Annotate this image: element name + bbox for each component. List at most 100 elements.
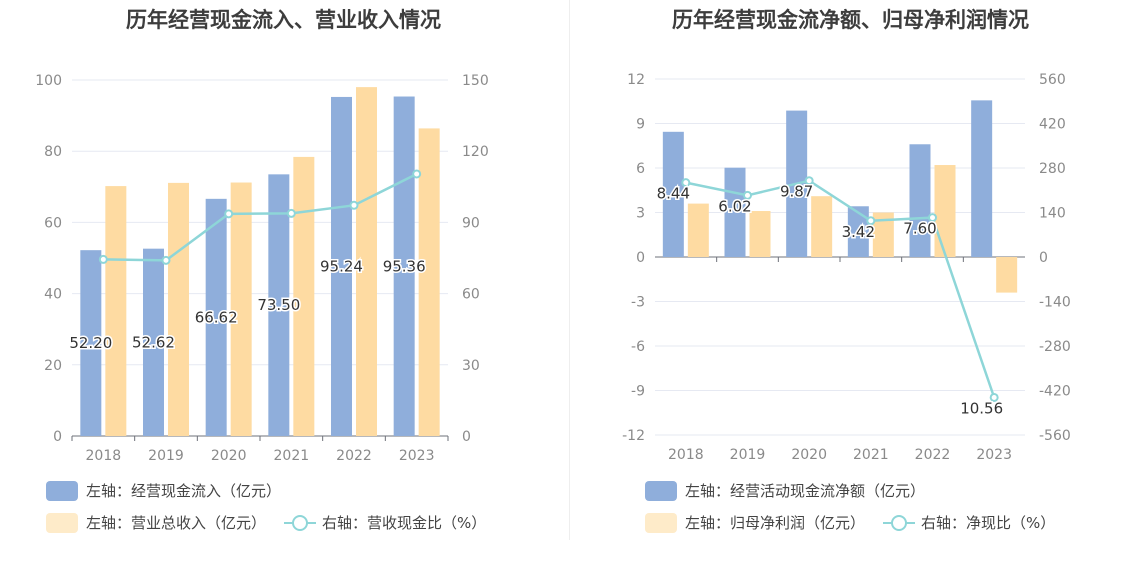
legend-label: 左轴：经营活动现金流净额（亿元） bbox=[685, 482, 926, 500]
x-axis-category-label: 2020 bbox=[211, 448, 247, 464]
legend-row-1: 左轴：经营现金流入（亿元） bbox=[46, 480, 281, 501]
left-axis-tick-label: 6 bbox=[636, 161, 645, 177]
right-axis-tick-label: 120 bbox=[462, 144, 489, 160]
legend-label: 左轴：营业总收入（亿元） bbox=[86, 514, 267, 532]
x-axis-category-label: 2022 bbox=[915, 447, 951, 463]
data-label-2022: 95.24 bbox=[320, 257, 363, 275]
x-axis-category-label: 2023 bbox=[399, 448, 435, 464]
legend-label: 左轴：归母净利润（亿元） bbox=[685, 514, 866, 532]
right-axis-tick-label: -560 bbox=[1039, 428, 1071, 444]
legend-item-net-cash-ratio[interactable]: 右轴：净现比（%） bbox=[883, 512, 1055, 533]
x-axis-category-label: 2022 bbox=[336, 448, 372, 464]
legend-line-icon bbox=[284, 513, 317, 533]
legend-row-1: 左轴：经营活动现金流净额（亿元） bbox=[645, 480, 925, 501]
bar-series2-2021 bbox=[293, 156, 315, 436]
x-axis-category-label: 2021 bbox=[274, 448, 310, 464]
right-axis-tick-label: 90 bbox=[462, 215, 480, 231]
legend-label: 左轴：经营现金流入（亿元） bbox=[86, 482, 282, 500]
right-axis-tick-label: -280 bbox=[1039, 339, 1071, 355]
bar-series2-2023 bbox=[418, 128, 440, 436]
bar-series2-2020 bbox=[811, 196, 833, 257]
line-point-2022 bbox=[349, 200, 359, 210]
left-axis-tick-label: 60 bbox=[44, 215, 62, 231]
right-axis-tick-label: 280 bbox=[1039, 161, 1066, 177]
left-axis-tick-label: 12 bbox=[627, 72, 645, 88]
right-axis-tick-label: 30 bbox=[462, 358, 480, 374]
line-point-2021 bbox=[866, 216, 876, 226]
left-axis-tick-label: 3 bbox=[636, 206, 645, 222]
legend-swatch-blue bbox=[645, 480, 677, 501]
chart-title: 历年经营现金流净额、归母净利润情况 bbox=[672, 8, 1029, 32]
data-label-2019: 6.02 bbox=[718, 197, 751, 215]
right-chart-panel: 历年经营现金流净额、归母净利润情况 -12 -560 -9 -420 -6 -280 -3-… bbox=[567, 0, 1134, 582]
bar-series1-2021 bbox=[847, 206, 869, 257]
bar-series1-2019 bbox=[143, 248, 164, 436]
bar-series1-2022 bbox=[909, 144, 931, 257]
bar-series1-2023 bbox=[971, 100, 993, 257]
right-axis-tick-label: -420 bbox=[1039, 384, 1071, 400]
x-axis-category-label: 2019 bbox=[148, 448, 184, 464]
data-label-2023: 10.56 bbox=[960, 399, 1003, 417]
x-axis-category-label: 2018 bbox=[86, 448, 122, 464]
data-label-2022: 7.60 bbox=[903, 220, 936, 238]
legend-item-net-profit[interactable]: 左轴：归母净利润（亿元） bbox=[645, 512, 865, 533]
legend-swatch-orange bbox=[46, 512, 78, 533]
x-axis-category-label: 2020 bbox=[791, 447, 827, 463]
line-series bbox=[103, 172, 418, 262]
bar-series1-2022 bbox=[331, 96, 352, 436]
data-label-2020: 9.87 bbox=[780, 183, 813, 201]
legend-item-net-cash-flow[interactable]: 左轴：经营活动现金流净额（亿元） bbox=[645, 480, 925, 501]
line-point-2019 bbox=[161, 255, 171, 265]
right-axis-tick-label: 0 bbox=[1039, 250, 1048, 266]
bar-series2-2021 bbox=[872, 212, 894, 257]
data-label-2018: 52.20 bbox=[69, 334, 112, 352]
bar-series1-2019 bbox=[724, 167, 746, 257]
chart-title: 历年经营现金流入、营业收入情况 bbox=[126, 8, 441, 32]
left-axis-tick-label: 0 bbox=[636, 250, 645, 266]
x-axis-category-label: 2018 bbox=[668, 447, 704, 463]
left-axis-tick-label: 0 bbox=[53, 429, 62, 445]
bar-series1-2020 bbox=[205, 198, 227, 436]
bar-series1-2023 bbox=[393, 96, 415, 436]
legend-item-cash-inflow[interactable]: 左轴：经营现金流入（亿元） bbox=[46, 480, 281, 501]
legend-swatch-orange bbox=[645, 512, 677, 533]
legend-row-2: 左轴：归母净利润（亿元） 右轴：净现比（%） bbox=[645, 512, 1055, 533]
left-axis-tick-label: -12 bbox=[622, 428, 645, 444]
right-axis-tick-label: -140 bbox=[1039, 295, 1071, 311]
x-axis-category-label: 2023 bbox=[976, 447, 1012, 463]
line-point-2018 bbox=[98, 254, 108, 264]
line-point-2020 bbox=[224, 209, 234, 219]
legend-item-revenue[interactable]: 左轴：营业总收入（亿元） bbox=[46, 512, 266, 533]
x-axis-category-label: 2021 bbox=[853, 447, 889, 463]
right-axis-tick-label: 560 bbox=[1039, 72, 1066, 88]
left-axis-tick-label: 9 bbox=[636, 117, 645, 133]
x-axis-category-label: 2019 bbox=[730, 447, 766, 463]
left-chart-panel: 历年经营现金流入、营业收入情况 0 0 20 30 40 60 60 90 80 120 100 15… bbox=[35, 8, 489, 533]
right-chart-svg: -12 -560 -9 -420 -6 -280 -3 -140 0 0 3 140 6 280 9 420 1… bbox=[622, 72, 1071, 463]
line-point-2018 bbox=[681, 178, 691, 188]
bar-series2-2018 bbox=[105, 186, 127, 436]
bar-series2-2019 bbox=[749, 211, 771, 257]
right-axis-tick-label: 60 bbox=[462, 287, 480, 303]
left-axis-tick-label: 100 bbox=[35, 73, 62, 89]
right-axis-tick-label: 150 bbox=[462, 73, 489, 89]
left-axis-tick-label: -6 bbox=[631, 339, 645, 355]
data-label-2023: 95.36 bbox=[383, 257, 426, 275]
right-axis-tick-label: 140 bbox=[1039, 206, 1066, 222]
data-label-2021: 3.42 bbox=[842, 223, 875, 241]
legend-label: 右轴：营收现金比（%） bbox=[322, 514, 487, 532]
data-label-2019: 52.62 bbox=[132, 333, 175, 351]
legend-label: 右轴：净现比（%） bbox=[921, 514, 1056, 532]
line-point-2023 bbox=[412, 169, 422, 179]
data-label-2020: 66.62 bbox=[195, 308, 238, 326]
line-point-2021 bbox=[286, 208, 296, 218]
panel-divider bbox=[569, 0, 570, 540]
legend-swatch-blue bbox=[46, 480, 78, 501]
bar-series1-2018 bbox=[80, 250, 102, 436]
right-axis-tick-label: 0 bbox=[462, 429, 471, 445]
left-axis-tick-label: -9 bbox=[631, 384, 645, 400]
line-series bbox=[685, 179, 996, 398]
bar-series2-2019 bbox=[168, 182, 189, 436]
legend-item-ratio[interactable]: 右轴：营收现金比（%） bbox=[284, 512, 486, 533]
data-label-2018: 8.44 bbox=[657, 185, 690, 203]
